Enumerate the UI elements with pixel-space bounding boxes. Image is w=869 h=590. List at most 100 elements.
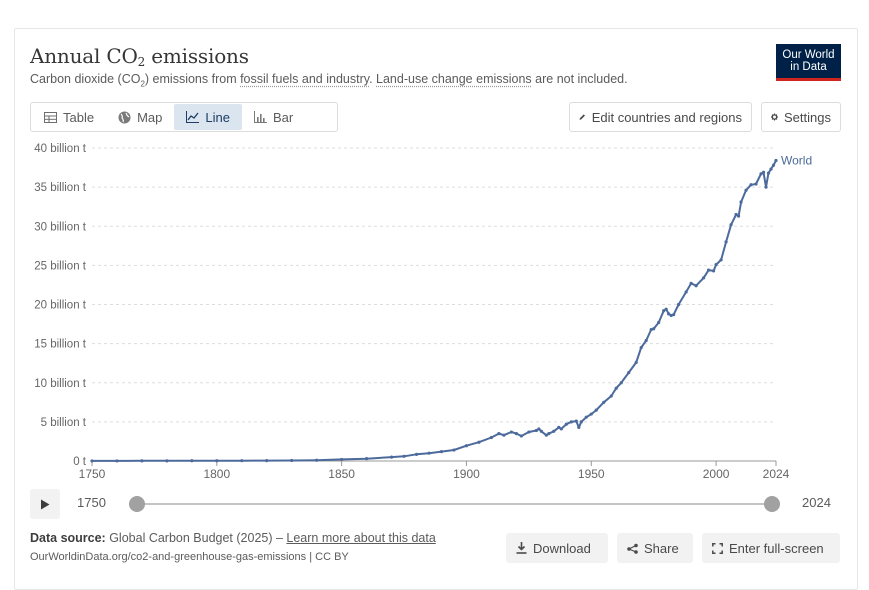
data-point xyxy=(265,459,269,463)
data-point xyxy=(140,459,144,463)
fossil-fuels-link[interactable]: fossil fuels and industry xyxy=(240,72,370,86)
timeline-end-label: 2024 xyxy=(802,495,831,510)
x-tick-label: 2024 xyxy=(763,467,790,481)
data-point xyxy=(627,370,631,375)
data-point xyxy=(290,458,294,463)
timeline-track[interactable] xyxy=(137,503,772,505)
x-tick-label: 1950 xyxy=(578,467,605,481)
data-point xyxy=(652,327,656,331)
data-point xyxy=(569,420,573,424)
data-point xyxy=(602,400,606,404)
data-point xyxy=(662,309,666,313)
data-point xyxy=(464,444,469,448)
share-button[interactable]: Share xyxy=(617,533,693,563)
data-point xyxy=(769,167,773,171)
data-point xyxy=(544,433,548,437)
data-point xyxy=(614,386,618,390)
x-tick-label: 1800 xyxy=(203,467,230,481)
tab-map[interactable]: Map xyxy=(106,104,174,130)
chart-subtitle: Carbon dioxide (CO2) emissions from foss… xyxy=(30,72,628,89)
data-point xyxy=(557,425,561,429)
data-point xyxy=(190,459,194,463)
data-point xyxy=(559,427,563,431)
settings-button[interactable]: Settings xyxy=(761,102,841,132)
line-chart-icon xyxy=(186,111,200,123)
owid-logo[interactable]: Our World in Data xyxy=(776,44,841,81)
data-point xyxy=(736,214,741,218)
data-point xyxy=(694,284,698,288)
download-button[interactable]: Download xyxy=(506,533,608,563)
pencil-icon xyxy=(579,114,585,120)
learn-more-link[interactable]: Learn more about this data xyxy=(286,531,436,545)
data-point xyxy=(537,427,541,431)
y-tick-label: 20 billion t xyxy=(34,300,87,312)
data-point xyxy=(749,183,753,187)
play-button[interactable] xyxy=(30,489,60,519)
y-tick-label: 25 billion t xyxy=(34,260,87,272)
data-point xyxy=(579,420,583,424)
data-point xyxy=(689,281,693,285)
tab-line[interactable]: Line xyxy=(174,104,242,130)
share-icon xyxy=(627,543,638,554)
timeline-start-handle[interactable] xyxy=(129,496,145,512)
data-point xyxy=(514,432,518,436)
data-point xyxy=(764,185,768,189)
y-tick-label: 35 billion t xyxy=(34,182,87,194)
source-url: OurWorldinData.org/co2-and-greenhouse-ga… xyxy=(30,551,349,563)
data-point xyxy=(534,428,538,433)
data-point xyxy=(634,360,638,365)
data-point xyxy=(315,458,319,462)
data-point xyxy=(672,313,676,317)
data-point xyxy=(677,302,681,307)
data-point xyxy=(527,430,531,434)
data-point xyxy=(584,415,588,419)
globe-icon xyxy=(118,111,131,123)
tab-bar[interactable]: Bar xyxy=(242,104,305,130)
data-point xyxy=(639,345,643,350)
edit-countries-button[interactable]: Edit countries and regions xyxy=(569,102,752,132)
timeline-end-handle[interactable] xyxy=(764,496,780,512)
y-tick-label: 0 t xyxy=(73,456,87,468)
x-tick-label: 1850 xyxy=(328,467,355,481)
data-point xyxy=(240,459,244,463)
y-tick-label: 40 billion t xyxy=(34,143,87,155)
data-point xyxy=(719,258,723,262)
y-tick-label: 10 billion t xyxy=(34,378,87,390)
gear-icon xyxy=(771,113,779,121)
fullscreen-icon xyxy=(712,542,723,554)
data-point xyxy=(594,408,598,412)
fullscreen-button[interactable]: Enter full-screen xyxy=(702,533,840,563)
timeline-start-label: 1750 xyxy=(77,495,106,510)
chart-title: Annual CO2 emissions xyxy=(30,44,249,69)
data-point xyxy=(414,452,419,456)
data-point xyxy=(402,454,406,458)
data-point xyxy=(759,172,763,176)
data-point xyxy=(519,434,523,438)
data-point xyxy=(711,269,716,273)
x-tick-label: 1900 xyxy=(453,467,480,481)
data-point xyxy=(165,459,169,463)
y-tick-label: 5 billion t xyxy=(41,417,87,429)
play-icon xyxy=(41,499,50,509)
data-point xyxy=(774,158,778,163)
data-point xyxy=(684,290,688,294)
bar-chart-icon xyxy=(253,111,267,123)
data-point xyxy=(754,182,758,186)
data-point xyxy=(739,200,743,204)
series-label-world: World xyxy=(781,154,812,168)
data-point xyxy=(389,455,394,459)
data-point xyxy=(115,459,119,463)
data-point xyxy=(657,320,661,325)
tab-table[interactable]: Table xyxy=(32,104,106,130)
data-point xyxy=(702,276,706,280)
data-point xyxy=(439,450,444,454)
data-point xyxy=(734,212,738,217)
data-point xyxy=(215,459,219,463)
y-tick-label: 15 billion t xyxy=(34,339,87,351)
land-use-link[interactable]: Land-use change emissions xyxy=(376,72,532,86)
download-icon xyxy=(516,542,527,554)
data-point xyxy=(539,429,543,433)
data-point xyxy=(644,338,648,343)
data-point xyxy=(547,432,551,436)
series-line-world xyxy=(92,160,777,462)
